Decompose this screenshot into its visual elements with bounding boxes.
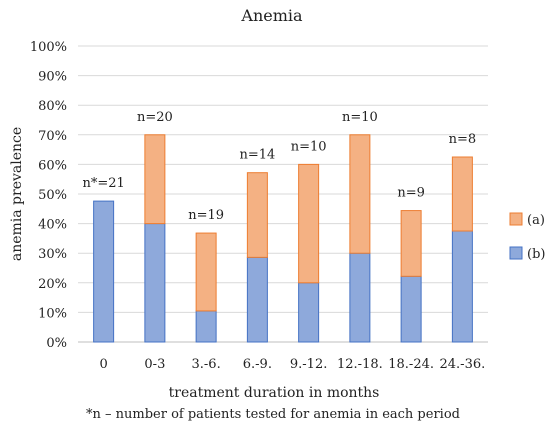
y-tick-label: 50% [38, 188, 67, 203]
bar-segment-a [400, 210, 422, 277]
y-tick-labels: 0% 10% 20% 30% 40% 50% 60% 70% 80% 90% 100% [30, 40, 67, 351]
bar-segment-a [349, 134, 371, 254]
x-tick-label: 24.-36. [440, 357, 486, 372]
n-label: n=9 [397, 186, 425, 201]
bar-segment-a [144, 134, 166, 225]
legend-swatch [509, 246, 523, 260]
x-tick-label: 9.-12. [290, 357, 327, 372]
y-tick-label: 70% [38, 129, 67, 144]
bar-segment-b [451, 230, 473, 343]
bar-segment-b [246, 256, 268, 343]
x-tick-label: 12.-18. [337, 357, 383, 372]
y-tick-label: 30% [38, 247, 67, 262]
bar-segment-b [349, 252, 371, 343]
x-tick-label: 6.-9. [243, 357, 272, 372]
y-tick-label: 100% [30, 40, 67, 55]
x-tick-label: 0 [99, 357, 107, 372]
bar-segment-b [144, 223, 166, 343]
bar-segment-a [451, 156, 473, 232]
legend-swatch [509, 212, 523, 226]
n-label: n=20 [137, 110, 173, 125]
n-label: n=10 [291, 139, 327, 154]
bar-segment-b [195, 310, 217, 343]
n-label: n*=21 [82, 176, 124, 191]
n-label: n=8 [449, 132, 477, 147]
x-tick-label: 18.-24. [388, 357, 434, 372]
x-tick-labels: 0 0-3 3.-6. 6.-9. 9.-12. 12.-18. 18.-24. 24.-36… [99, 357, 485, 372]
bar-segment-b [93, 200, 115, 343]
y-tick-label: 80% [38, 99, 67, 114]
legend-label: (a) [527, 213, 545, 228]
n-labels: n*=21 n=20 n=19 n=14 n=10 n=10 n=9 n=8 [82, 110, 476, 223]
legend-label: (b) [527, 247, 545, 262]
y-tick-label: 60% [38, 158, 67, 173]
y-tick-label: 90% [38, 70, 67, 85]
bars [93, 134, 473, 343]
legend: (a) (b) [509, 212, 545, 262]
x-tick-label: 0-3 [144, 357, 165, 372]
bar-segment-a [298, 163, 320, 284]
n-label: n=10 [342, 110, 378, 125]
n-label: n=19 [188, 208, 224, 223]
bar-segment-b [298, 282, 320, 343]
footnote: *n – number of patients tested for anemi… [86, 407, 460, 422]
n-label: n=14 [239, 148, 275, 163]
bar-segment-a [195, 232, 217, 312]
bar-segment-a [246, 172, 268, 258]
bar-segment-b [400, 275, 422, 343]
x-tick-label: 3.-6. [192, 357, 221, 372]
x-axis-label: treatment duration in months [169, 385, 380, 401]
y-tick-label: 10% [38, 306, 67, 321]
chart-title: Anemia [240, 6, 303, 25]
y-tick-label: 20% [38, 277, 67, 292]
y-tick-label: 40% [38, 218, 67, 233]
gridlines [78, 45, 488, 343]
y-axis-label: anemia prevalence [9, 127, 25, 261]
y-tick-label: 0% [46, 336, 67, 351]
